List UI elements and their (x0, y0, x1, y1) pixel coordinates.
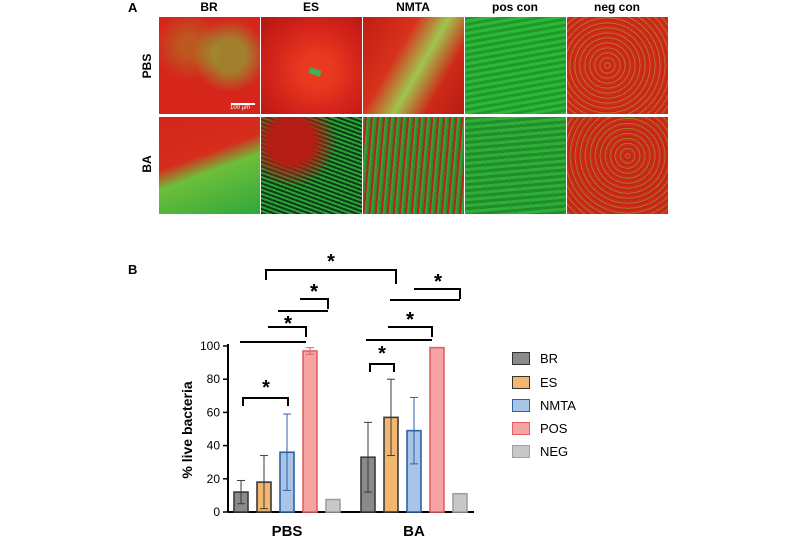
micrograph-pbs-pos-con (465, 17, 566, 114)
significance-bracket (414, 288, 461, 299)
bar-neg-pbs (325, 498, 341, 513)
significance-star: * (378, 343, 386, 365)
legend-swatch-neg (512, 445, 530, 458)
x-tick-label-pbs: PBS (272, 523, 303, 536)
y-tick-label: 40 (207, 439, 221, 453)
column-header-pos-con: pos con (491, 0, 538, 14)
significance-bracket (369, 363, 395, 372)
significance-star: * (262, 377, 270, 399)
column-header-br: BR (200, 0, 218, 14)
legend-label-neg: NEG (540, 444, 569, 459)
micrograph-pbs-neg-con (567, 17, 668, 114)
significance-star: * (434, 271, 442, 293)
y-tick-label: 20 (207, 472, 221, 486)
column-header-es: ES (302, 0, 319, 14)
column-header-nmta: NMTA (396, 0, 430, 14)
legend-item-nmta: NMTA (512, 398, 576, 413)
significance-star: * (406, 309, 414, 331)
legend-item-neg: NEG (512, 444, 568, 459)
bar-neg-ba (452, 492, 468, 513)
y-tick-label: 60 (207, 405, 221, 419)
significance-bracket (265, 269, 397, 284)
y-tick-label: 0 (213, 505, 220, 519)
legend-label-es: ES (540, 375, 558, 390)
micrograph-pbs-br: 100 µm (159, 17, 260, 114)
significance-bracket (300, 298, 329, 309)
y-tick-label: 80 (207, 372, 221, 386)
legend-swatch-pos (512, 422, 530, 435)
significance-star: * (406, 309, 414, 331)
significance-bracket (268, 326, 307, 337)
legend-item-pos: POS (512, 421, 567, 436)
significance-star: * (284, 313, 292, 335)
micrograph-ba-nmta (363, 117, 464, 214)
bar-pos-pbs (302, 350, 318, 513)
micrograph-ba-br (159, 117, 260, 214)
bar-pos-ba (429, 346, 445, 513)
legend-item-es: ES (512, 375, 557, 390)
significance-star: * (327, 251, 335, 273)
micrograph-ba-neg-con (567, 117, 668, 214)
significance-star: * (434, 271, 442, 293)
scale-bar (231, 103, 255, 105)
legend-swatch-es (512, 376, 530, 389)
panel-a-letter: A (128, 0, 138, 15)
significance-star: * (310, 281, 318, 303)
micrograph-pbs-es (261, 17, 362, 114)
micrograph-pbs-nmta (363, 17, 464, 114)
legend-item-br: BR (512, 351, 558, 366)
scale-bar-label: 100 µm (230, 105, 251, 111)
legend-label-br: BR (540, 351, 559, 366)
panel-b-letter: B (128, 262, 138, 277)
significance-star: * (310, 281, 318, 303)
significance-bracket (388, 326, 433, 337)
legend-label-nmta: NMTA (540, 398, 576, 413)
y-axis-label: % live bacteria (179, 381, 195, 478)
legend-swatch-nmta (512, 399, 530, 412)
significance-bracket (242, 397, 289, 406)
y-tick-label: 100 (200, 339, 220, 353)
micrograph-ba-es (261, 117, 362, 214)
legend-swatch-br (512, 352, 530, 365)
x-tick-label-ba: BA (403, 523, 425, 536)
column-header-neg-con: neg con (593, 0, 640, 14)
significance-star: * (284, 313, 292, 335)
legend-label-pos: POS (540, 421, 568, 436)
micrograph-ba-pos-con (465, 117, 566, 214)
